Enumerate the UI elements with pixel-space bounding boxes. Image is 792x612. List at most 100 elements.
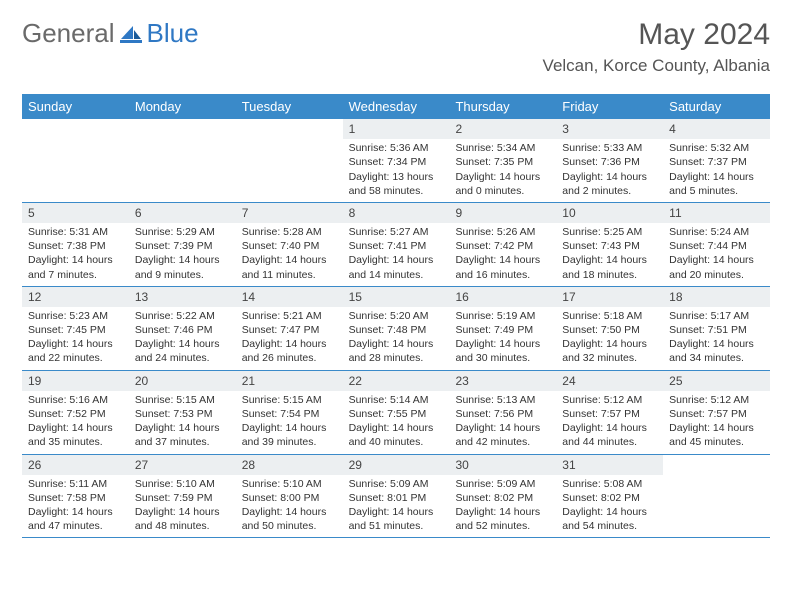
day-cell: . — [129, 119, 236, 202]
daylight-text: Daylight: 14 hours and 11 minutes. — [242, 253, 337, 281]
daylight-text: Daylight: 14 hours and 30 minutes. — [455, 337, 550, 365]
daylight-text: Daylight: 14 hours and 37 minutes. — [135, 421, 230, 449]
day-cell: 2Sunrise: 5:34 AMSunset: 7:35 PMDaylight… — [449, 119, 556, 202]
sunset-text: Sunset: 7:58 PM — [28, 491, 123, 505]
day-number: 20 — [129, 371, 236, 391]
day-cell: 23Sunrise: 5:13 AMSunset: 7:56 PMDayligh… — [449, 371, 556, 454]
sunrise-text: Sunrise: 5:08 AM — [562, 477, 657, 491]
sunrise-text: Sunrise: 5:32 AM — [669, 141, 764, 155]
day-number: 17 — [556, 287, 663, 307]
sunset-text: Sunset: 7:36 PM — [562, 155, 657, 169]
daylight-text: Daylight: 14 hours and 20 minutes. — [669, 253, 764, 281]
daylight-text: Daylight: 14 hours and 26 minutes. — [242, 337, 337, 365]
day-body: Sunrise: 5:23 AMSunset: 7:45 PMDaylight:… — [22, 307, 129, 370]
day-body: Sunrise: 5:16 AMSunset: 7:52 PMDaylight:… — [22, 391, 129, 454]
day-number: 18 — [663, 287, 770, 307]
daylight-text: Daylight: 14 hours and 24 minutes. — [135, 337, 230, 365]
day-body: Sunrise: 5:24 AMSunset: 7:44 PMDaylight:… — [663, 223, 770, 286]
day-cell: 26Sunrise: 5:11 AMSunset: 7:58 PMDayligh… — [22, 455, 129, 538]
day-number: 2 — [449, 119, 556, 139]
sunrise-text: Sunrise: 5:22 AM — [135, 309, 230, 323]
day-cell: . — [663, 455, 770, 538]
day-number: 23 — [449, 371, 556, 391]
day-cell: 8Sunrise: 5:27 AMSunset: 7:41 PMDaylight… — [343, 203, 450, 286]
sunrise-text: Sunrise: 5:10 AM — [135, 477, 230, 491]
daylight-text: Daylight: 14 hours and 40 minutes. — [349, 421, 444, 449]
sunrise-text: Sunrise: 5:13 AM — [455, 393, 550, 407]
day-body: Sunrise: 5:31 AMSunset: 7:38 PMDaylight:… — [22, 223, 129, 286]
day-cell: 24Sunrise: 5:12 AMSunset: 7:57 PMDayligh… — [556, 371, 663, 454]
day-body: Sunrise: 5:10 AMSunset: 7:59 PMDaylight:… — [129, 475, 236, 538]
daylight-text: Daylight: 13 hours and 58 minutes. — [349, 170, 444, 198]
sunrise-text: Sunrise: 5:36 AM — [349, 141, 444, 155]
day-body: Sunrise: 5:21 AMSunset: 7:47 PMDaylight:… — [236, 307, 343, 370]
sunset-text: Sunset: 7:37 PM — [669, 155, 764, 169]
day-cell: 15Sunrise: 5:20 AMSunset: 7:48 PMDayligh… — [343, 287, 450, 370]
sunrise-text: Sunrise: 5:14 AM — [349, 393, 444, 407]
logo-text-blue: Blue — [147, 18, 199, 49]
week-row: 5Sunrise: 5:31 AMSunset: 7:38 PMDaylight… — [22, 203, 770, 287]
day-number: 31 — [556, 455, 663, 475]
sunset-text: Sunset: 7:51 PM — [669, 323, 764, 337]
day-cell: 27Sunrise: 5:10 AMSunset: 7:59 PMDayligh… — [129, 455, 236, 538]
day-body: Sunrise: 5:12 AMSunset: 7:57 PMDaylight:… — [663, 391, 770, 454]
sunrise-text: Sunrise: 5:20 AM — [349, 309, 444, 323]
day-body: Sunrise: 5:08 AMSunset: 8:02 PMDaylight:… — [556, 475, 663, 538]
sunrise-text: Sunrise: 5:28 AM — [242, 225, 337, 239]
day-body: Sunrise: 5:10 AMSunset: 8:00 PMDaylight:… — [236, 475, 343, 538]
day-number: 22 — [343, 371, 450, 391]
day-number: 16 — [449, 287, 556, 307]
day-body: Sunrise: 5:36 AMSunset: 7:34 PMDaylight:… — [343, 139, 450, 202]
day-cell: 14Sunrise: 5:21 AMSunset: 7:47 PMDayligh… — [236, 287, 343, 370]
daylight-text: Daylight: 14 hours and 45 minutes. — [669, 421, 764, 449]
day-number: 11 — [663, 203, 770, 223]
day-cell: 10Sunrise: 5:25 AMSunset: 7:43 PMDayligh… — [556, 203, 663, 286]
weekday-header: Monday — [129, 94, 236, 119]
day-cell: 19Sunrise: 5:16 AMSunset: 7:52 PMDayligh… — [22, 371, 129, 454]
daylight-text: Daylight: 14 hours and 42 minutes. — [455, 421, 550, 449]
day-body: Sunrise: 5:09 AMSunset: 8:02 PMDaylight:… — [449, 475, 556, 538]
sunset-text: Sunset: 7:42 PM — [455, 239, 550, 253]
day-body: Sunrise: 5:12 AMSunset: 7:57 PMDaylight:… — [556, 391, 663, 454]
sunrise-text: Sunrise: 5:12 AM — [562, 393, 657, 407]
daylight-text: Daylight: 14 hours and 14 minutes. — [349, 253, 444, 281]
day-body: Sunrise: 5:17 AMSunset: 7:51 PMDaylight:… — [663, 307, 770, 370]
day-number: 1 — [343, 119, 450, 139]
topbar: General Blue May 2024 Velcan, Korce Coun… — [22, 18, 770, 76]
sunrise-text: Sunrise: 5:31 AM — [28, 225, 123, 239]
sunrise-text: Sunrise: 5:18 AM — [562, 309, 657, 323]
day-body: Sunrise: 5:13 AMSunset: 7:56 PMDaylight:… — [449, 391, 556, 454]
sunset-text: Sunset: 7:46 PM — [135, 323, 230, 337]
day-number: 10 — [556, 203, 663, 223]
day-body: Sunrise: 5:28 AMSunset: 7:40 PMDaylight:… — [236, 223, 343, 286]
weekday-header-row: SundayMondayTuesdayWednesdayThursdayFrid… — [22, 94, 770, 119]
day-number: 19 — [22, 371, 129, 391]
sunset-text: Sunset: 7:56 PM — [455, 407, 550, 421]
sunset-text: Sunset: 7:53 PM — [135, 407, 230, 421]
day-body: Sunrise: 5:33 AMSunset: 7:36 PMDaylight:… — [556, 139, 663, 202]
page-title: May 2024 — [543, 18, 770, 52]
sunset-text: Sunset: 7:40 PM — [242, 239, 337, 253]
logo: General Blue — [22, 18, 199, 49]
day-cell: 30Sunrise: 5:09 AMSunset: 8:02 PMDayligh… — [449, 455, 556, 538]
day-cell: 3Sunrise: 5:33 AMSunset: 7:36 PMDaylight… — [556, 119, 663, 202]
week-row: 19Sunrise: 5:16 AMSunset: 7:52 PMDayligh… — [22, 371, 770, 455]
weekday-header: Tuesday — [236, 94, 343, 119]
sunrise-text: Sunrise: 5:33 AM — [562, 141, 657, 155]
day-cell: 11Sunrise: 5:24 AMSunset: 7:44 PMDayligh… — [663, 203, 770, 286]
day-body: Sunrise: 5:26 AMSunset: 7:42 PMDaylight:… — [449, 223, 556, 286]
day-body: Sunrise: 5:18 AMSunset: 7:50 PMDaylight:… — [556, 307, 663, 370]
day-cell: 5Sunrise: 5:31 AMSunset: 7:38 PMDaylight… — [22, 203, 129, 286]
day-number: 5 — [22, 203, 129, 223]
sunset-text: Sunset: 7:47 PM — [242, 323, 337, 337]
weekday-header: Saturday — [663, 94, 770, 119]
day-cell: 29Sunrise: 5:09 AMSunset: 8:01 PMDayligh… — [343, 455, 450, 538]
daylight-text: Daylight: 14 hours and 32 minutes. — [562, 337, 657, 365]
day-cell: 20Sunrise: 5:15 AMSunset: 7:53 PMDayligh… — [129, 371, 236, 454]
day-number: 30 — [449, 455, 556, 475]
daylight-text: Daylight: 14 hours and 44 minutes. — [562, 421, 657, 449]
day-body: Sunrise: 5:20 AMSunset: 7:48 PMDaylight:… — [343, 307, 450, 370]
daylight-text: Daylight: 14 hours and 18 minutes. — [562, 253, 657, 281]
daylight-text: Daylight: 14 hours and 47 minutes. — [28, 505, 123, 533]
day-cell: 7Sunrise: 5:28 AMSunset: 7:40 PMDaylight… — [236, 203, 343, 286]
